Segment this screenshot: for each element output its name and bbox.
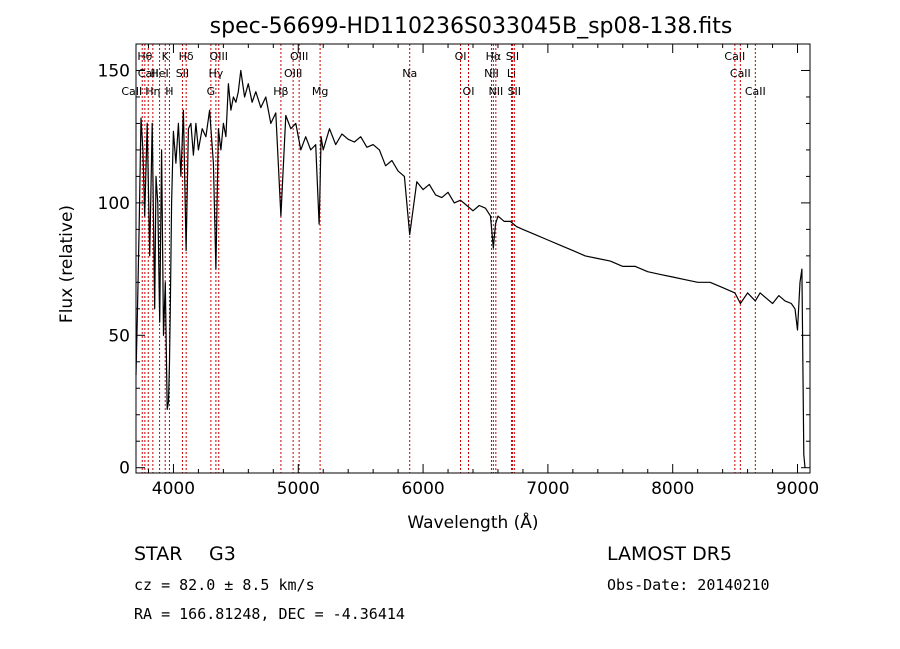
chart-title: spec-56699-HD110236S033045B_sp08-138.fit…: [210, 14, 733, 39]
line-label-22: Li: [507, 67, 516, 80]
line-label-3: Hη: [145, 85, 160, 98]
line-label-10: Hγ: [208, 67, 223, 80]
line-label-16: Na: [402, 67, 417, 80]
spectrum-line-0: [135, 69, 806, 468]
line-label-1: Hθ: [137, 50, 152, 63]
line-label-9: G: [207, 85, 216, 98]
object-class: STAR: [134, 543, 182, 565]
line-label-21: NII: [488, 85, 503, 98]
y-tick-label-0: 0: [119, 459, 130, 479]
line-label-17: OI: [455, 50, 467, 63]
line-label-14: OIII: [290, 50, 308, 63]
line-label-8: Hδ: [179, 50, 194, 63]
line-label-23: SII: [506, 50, 519, 63]
line-label-18: OI: [463, 85, 475, 98]
line-label-24: SII: [508, 85, 521, 98]
y-axis-label: Flux (relative): [57, 205, 77, 323]
line-label-15: Mg: [312, 85, 328, 98]
subclass: G3: [209, 543, 236, 565]
line-label-13: OIII: [284, 67, 302, 80]
x-axis: 4000 5000 6000 7000 8000 9000: [147, 44, 819, 499]
line-label-0: CaII: [121, 85, 142, 98]
line-label-27: CaII: [745, 85, 766, 98]
spectral-line-markers: CaIIHθCaIIHηHeIKHSIIHδGHγOIIIHβOIIIOIIIM…: [121, 44, 766, 473]
line-label-25: CaII: [724, 50, 745, 63]
x-tick-label-3: 7000: [526, 479, 569, 499]
x-tick-label-2: 6000: [401, 479, 444, 499]
y-axis: 0 50 100 150: [98, 61, 810, 479]
line-label-19: NII: [484, 67, 499, 80]
x-tick-label-0: 4000: [152, 479, 195, 499]
line-label-5: K: [162, 50, 170, 63]
line-label-26: CaII: [730, 67, 751, 80]
line-label-20: Hα: [486, 50, 502, 63]
x-tick-label-5: 9000: [776, 479, 819, 499]
line-label-7: SII: [176, 67, 189, 80]
y-tick-label-3: 150: [98, 61, 130, 81]
y-tick-label-2: 100: [98, 194, 130, 214]
x-axis-label: Wavelength (Å): [407, 511, 538, 533]
line-label-6: H: [165, 85, 173, 98]
survey-label: LAMOST DR5: [607, 543, 732, 565]
line-label-12: Hβ: [273, 85, 288, 98]
observation-date: Obs-Date: 20140210: [607, 576, 770, 594]
x-tick-label-1: 5000: [277, 479, 320, 499]
spectrum-series: [135, 69, 806, 468]
line-label-4: HeI: [150, 67, 168, 80]
x-tick-label-4: 8000: [651, 479, 694, 499]
plot-frame: [135, 43, 811, 474]
redshift-velocity: cz = 82.0 ± 8.5 km/s: [134, 576, 315, 594]
y-tick-label-1: 50: [108, 326, 130, 346]
line-label-11: OIII: [210, 50, 228, 63]
coordinates: RA = 166.81248, DEC = -4.36414: [134, 605, 405, 623]
